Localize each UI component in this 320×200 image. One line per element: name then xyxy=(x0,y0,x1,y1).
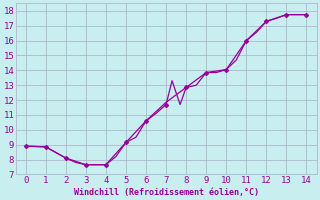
X-axis label: Windchill (Refroidissement éolien,°C): Windchill (Refroidissement éolien,°C) xyxy=(74,188,259,197)
